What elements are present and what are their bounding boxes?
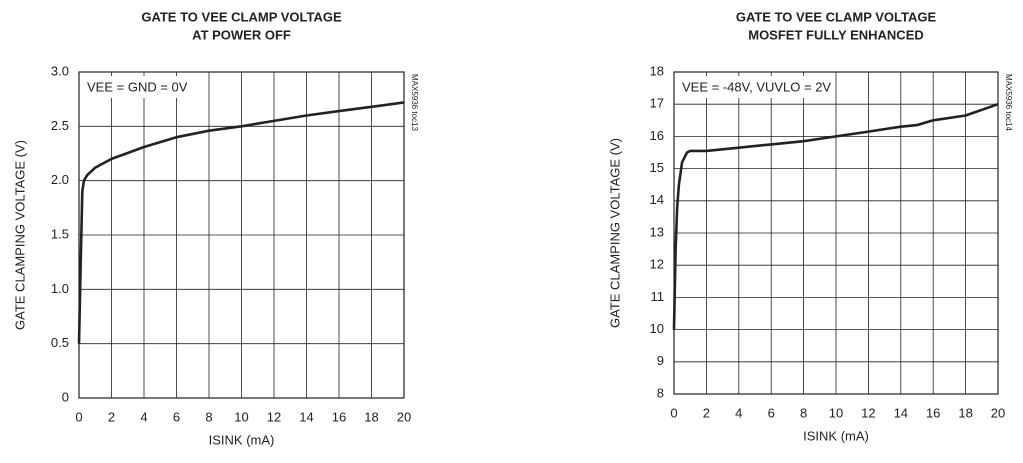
y-tick-label: 8 [657,385,664,400]
y-tick-label: 0 [62,389,69,404]
plot-frame [78,71,405,399]
y-tick-label: 1.5 [51,226,69,241]
y-axis-label: GATE CLAMPING VOLTAGE (V) [12,140,27,330]
x-tick-label: 8 [800,405,807,420]
annotation: VEE = -48V, VUVLO = 2V [682,79,831,94]
data-line [672,102,999,330]
x-tick-label: 18 [958,405,972,420]
x-axis-label: ISINK (mA) [209,432,275,447]
annotation-bg [676,76,835,98]
y-tick-label: 2.0 [51,172,69,187]
x-tick-label: 6 [173,409,180,424]
y-tick-label: 10 [650,321,664,336]
note: MAX5936 toc13 [410,74,419,131]
y-tick-label: 0.5 [51,335,69,350]
y-tick-label: 13 [650,224,664,239]
y-axis-label: GATE CLAMPING VOLTAGE (V) [607,138,622,328]
x-tick-label: 16 [332,409,346,424]
x-tick-label: 20 [991,405,1005,420]
y-tick-label: 17 [650,96,664,111]
y-tick-label: 18 [650,63,664,78]
y-tick-label: 15 [650,160,664,175]
y-tick-label: 3.0 [51,63,69,78]
y-tick-label: 11 [651,289,665,304]
x-tick-label: 2 [703,405,710,420]
y-tick-label: 12 [650,257,664,272]
x-tick-label: 18 [364,409,378,424]
x-tick-label: 14 [299,409,313,424]
x-tick-label: 16 [926,405,940,420]
x-tick-label: 6 [768,405,775,420]
x-tick-label: 10 [829,405,843,420]
chart-title: GATE TO VEE CLAMP VOLTAGE [141,9,342,24]
x-tick-label: 12 [267,409,281,424]
x-axis-label: ISINK (mA) [803,428,869,443]
y-tick-label: 1.0 [51,281,69,296]
y-tick-label: 2.5 [51,118,69,133]
plot-frame [673,71,999,395]
chart-subtitle: AT POWER OFF [192,27,291,42]
chart-subtitle: MOSFET FULLY ENHANCED [748,27,924,42]
annotation-bg [81,76,182,98]
x-tick-label: 0 [75,409,82,424]
annotation: VEE = GND = 0V [87,79,188,94]
x-tick-label: 4 [140,409,147,424]
x-tick-label: 2 [108,409,115,424]
x-tick-label: 4 [735,405,742,420]
x-tick-label: 10 [234,409,248,424]
y-tick-label: 16 [650,128,664,143]
note: MAX5936 toc14 [1004,74,1013,131]
chart-title: GATE TO VEE CLAMP VOLTAGE [736,9,937,24]
x-tick-label: 14 [894,405,908,420]
data-line [77,101,405,344]
y-tick-label: 9 [657,353,664,368]
x-tick-label: 12 [861,405,875,420]
x-tick-label: 20 [397,409,411,424]
y-tick-label: 14 [650,192,664,207]
x-tick-label: 0 [670,405,677,420]
x-tick-label: 8 [205,409,212,424]
